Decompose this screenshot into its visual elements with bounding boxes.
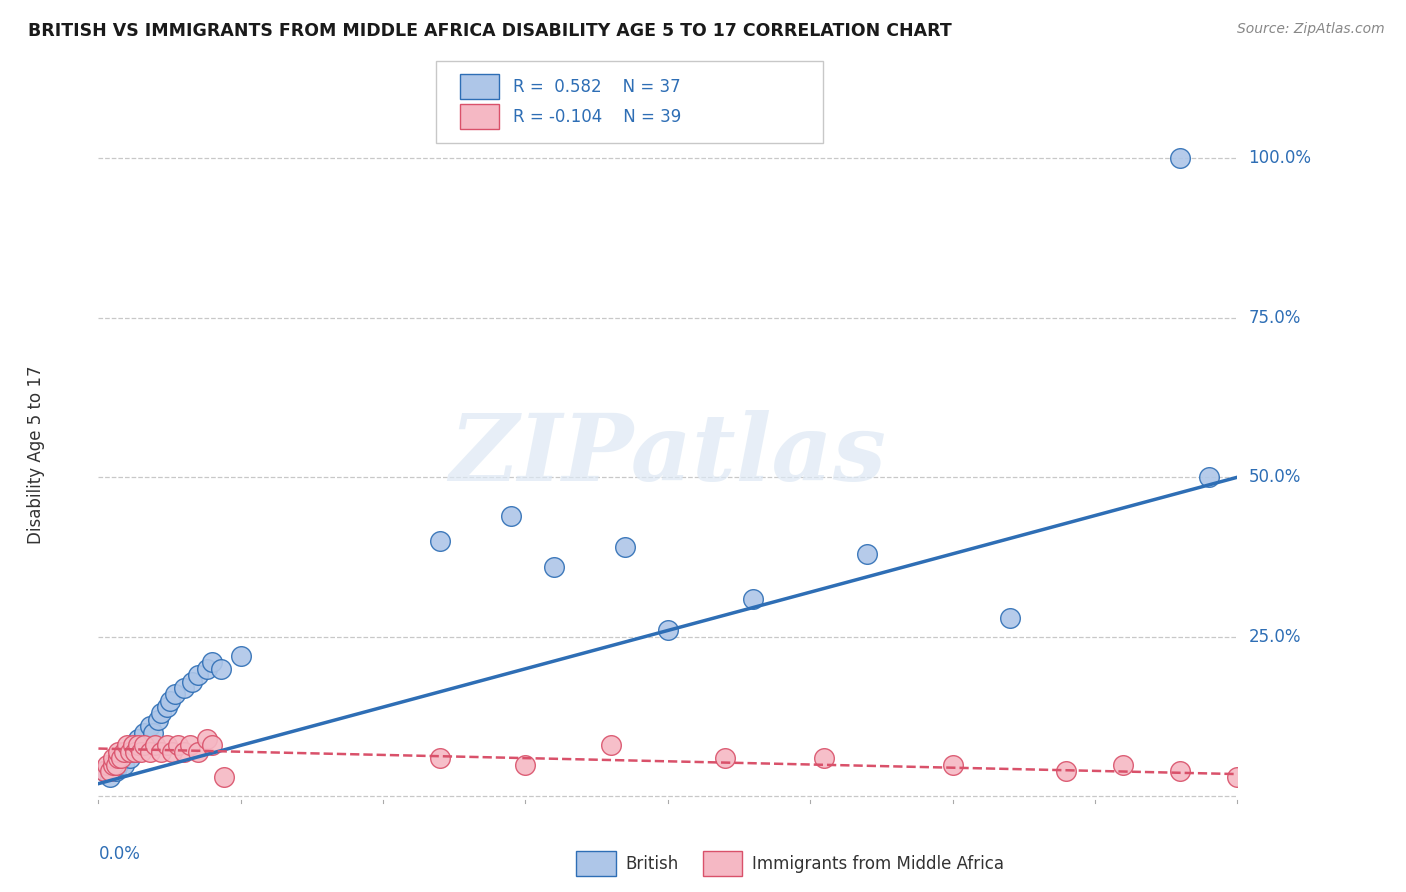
Point (156, 739, 179, 753)
Text: Immigrants from Middle Africa: Immigrants from Middle Africa (752, 855, 1004, 873)
Text: 75.0%: 75.0% (1249, 309, 1301, 326)
Point (110, 751, 132, 765)
Point (93, 764, 115, 778)
Point (121, 739, 143, 753)
Point (127, 739, 149, 753)
Text: Source: ZipAtlas.com: Source: ZipAtlas.com (1237, 22, 1385, 37)
Point (115, 745, 138, 759)
Text: R = -0.104    N = 39: R = -0.104 N = 39 (513, 108, 682, 126)
Point (942, 757, 965, 772)
Text: 50.0%: 50.0% (1249, 468, 1301, 486)
Point (98, 764, 121, 778)
Point (93, 764, 115, 778)
Point (657, 624, 679, 638)
Point (856, 547, 879, 561)
Point (127, 731, 149, 746)
Point (156, 700, 179, 714)
Point (600, 739, 623, 753)
Point (145, 739, 167, 753)
Point (150, 745, 173, 759)
Point (173, 681, 195, 695)
Point (104, 764, 127, 778)
Point (187, 668, 209, 682)
Point (118, 745, 141, 759)
Point (148, 713, 170, 727)
Point (104, 757, 127, 772)
Point (132, 725, 155, 739)
Point (201, 739, 224, 753)
Point (101, 757, 124, 772)
Point (1170, 764, 1192, 778)
Point (195, 731, 218, 746)
Text: 25.0%: 25.0% (1249, 628, 1301, 646)
Point (110, 751, 132, 765)
Point (229, 648, 252, 663)
Point (1056, 764, 1078, 778)
Point (429, 534, 451, 549)
Point (813, 751, 835, 765)
Point (141, 725, 163, 739)
Point (101, 757, 124, 772)
Point (112, 757, 135, 772)
Point (129, 739, 152, 753)
Point (742, 591, 765, 606)
Point (101, 751, 124, 765)
Point (159, 694, 181, 708)
Point (181, 674, 204, 689)
Text: Disability Age 5 to 17: Disability Age 5 to 17 (27, 366, 45, 544)
Point (124, 745, 146, 759)
Point (165, 687, 187, 701)
Text: ZIPatlas: ZIPatlas (450, 410, 886, 500)
Point (132, 739, 155, 753)
Point (107, 745, 129, 759)
Text: British: British (626, 855, 679, 873)
Point (179, 739, 201, 753)
Point (212, 770, 235, 784)
Point (138, 745, 160, 759)
Point (515, 757, 537, 772)
Point (167, 739, 190, 753)
Point (107, 757, 129, 772)
Point (429, 751, 451, 765)
Point (173, 745, 195, 759)
Point (138, 719, 160, 733)
Point (162, 745, 184, 759)
Point (543, 559, 565, 574)
Point (112, 745, 135, 759)
Text: BRITISH VS IMMIGRANTS FROM MIDDLE AFRICA DISABILITY AGE 5 TO 17 CORRELATION CHAR: BRITISH VS IMMIGRANTS FROM MIDDLE AFRICA… (28, 22, 952, 40)
Point (501, 508, 523, 523)
Point (118, 751, 141, 765)
Point (107, 751, 129, 765)
Point (187, 745, 209, 759)
Point (1112, 757, 1135, 772)
Point (96, 757, 118, 772)
Point (195, 662, 218, 676)
Text: R =  0.582    N = 37: R = 0.582 N = 37 (513, 78, 681, 95)
Text: 100.0%: 100.0% (1249, 149, 1312, 167)
Text: 0.0%: 0.0% (98, 845, 141, 863)
Point (150, 706, 173, 721)
Point (115, 739, 138, 753)
Point (1198, 470, 1220, 484)
Point (121, 739, 143, 753)
Point (1226, 770, 1249, 784)
Point (714, 751, 737, 765)
Point (129, 745, 152, 759)
Point (614, 541, 637, 555)
Point (124, 745, 146, 759)
Point (201, 656, 224, 670)
Point (98, 770, 121, 784)
Point (1170, 151, 1192, 165)
Point (998, 610, 1021, 624)
Point (209, 662, 232, 676)
